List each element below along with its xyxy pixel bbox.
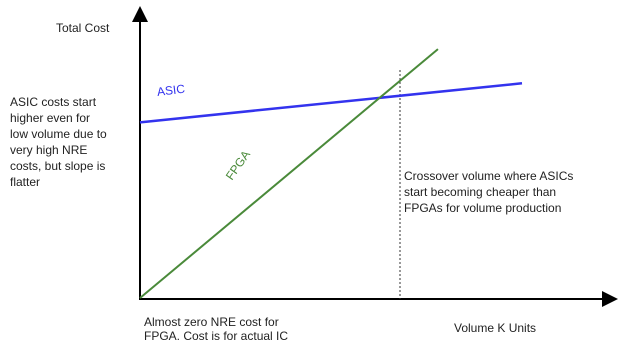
fpga-series-line [139, 48, 439, 299]
asic-series-line [139, 82, 523, 124]
asic-annotation: ASIC costs start higher even for low vol… [10, 95, 107, 189]
asic-series-label: ASIC [156, 81, 186, 100]
fpga-annotation: Almost zero NRE cost for FPGA. Cost is f… [144, 315, 289, 343]
x-axis-label: Volume K Units [454, 321, 537, 335]
y-axis-label: Total Cost [56, 21, 110, 35]
crossover-annotation: Crossover volume where ASICs start becom… [404, 169, 574, 215]
